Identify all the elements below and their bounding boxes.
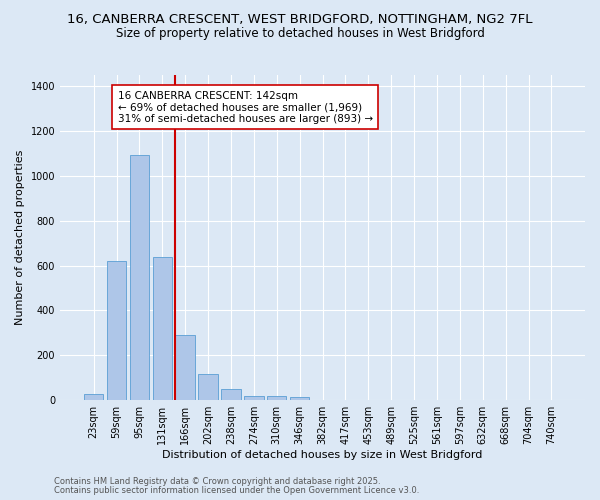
Text: 16, CANBERRA CRESCENT, WEST BRIDGFORD, NOTTINGHAM, NG2 7FL: 16, CANBERRA CRESCENT, WEST BRIDGFORD, N… [67, 12, 533, 26]
Bar [267, 396, 286, 400]
Text: Contains HM Land Registry data © Crown copyright and database right 2025.: Contains HM Land Registry data © Crown c… [54, 477, 380, 486]
X-axis label: Distribution of detached houses by size in West Bridgford: Distribution of detached houses by size … [163, 450, 483, 460]
Bar [221, 390, 241, 400]
Text: 16 CANBERRA CRESCENT: 142sqm
← 69% of detached houses are smaller (1,969)
31% of: 16 CANBERRA CRESCENT: 142sqm ← 69% of de… [118, 90, 373, 124]
Bar [84, 394, 103, 400]
Y-axis label: Number of detached properties: Number of detached properties [15, 150, 25, 325]
Text: Contains public sector information licensed under the Open Government Licence v3: Contains public sector information licen… [54, 486, 419, 495]
Bar [290, 398, 310, 400]
Bar [152, 256, 172, 400]
Text: Size of property relative to detached houses in West Bridgford: Size of property relative to detached ho… [116, 28, 484, 40]
Bar [244, 396, 263, 400]
Bar [199, 374, 218, 400]
Bar [107, 261, 126, 400]
Bar [130, 154, 149, 400]
Bar [175, 335, 195, 400]
